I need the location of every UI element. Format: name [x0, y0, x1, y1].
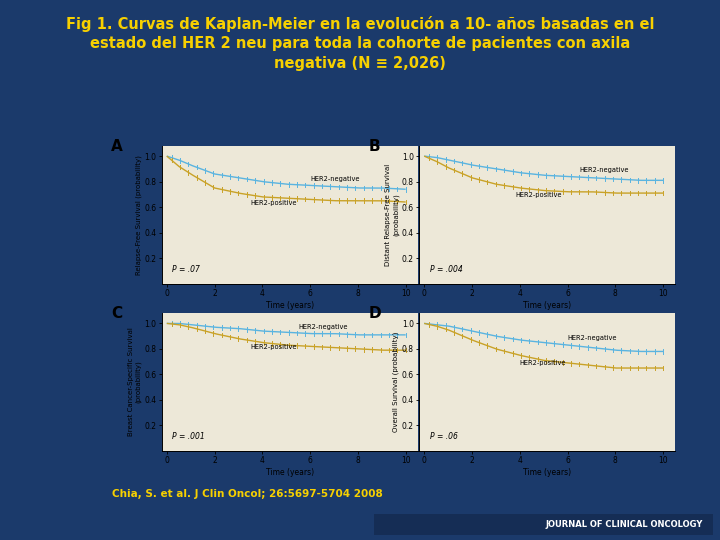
- Text: HER2-positive: HER2-positive: [251, 200, 297, 206]
- Text: Fig 1. Curvas de Kaplan-Meier en la evolución a 10- años basadas en el
estado de: Fig 1. Curvas de Kaplan-Meier en la evol…: [66, 16, 654, 71]
- Text: Chia, S. et al. J Clin Oncol; 26:5697-5704 2008: Chia, S. et al. J Clin Oncol; 26:5697-57…: [112, 489, 382, 499]
- Text: HER2-positive: HER2-positive: [520, 360, 566, 367]
- Text: P = .004: P = .004: [430, 265, 462, 274]
- Text: HER2-positive: HER2-positive: [515, 192, 562, 198]
- Text: HER2-negative: HER2-negative: [298, 325, 348, 330]
- Text: JOURNAL OF CLINICAL ONCOLOGY: JOURNAL OF CLINICAL ONCOLOGY: [545, 520, 703, 529]
- Text: P = .06: P = .06: [430, 432, 457, 441]
- Text: HER2-negative: HER2-negative: [580, 167, 629, 173]
- X-axis label: Time (years): Time (years): [266, 468, 314, 477]
- Y-axis label: Distant Relapse-Free Survival
(probability): Distant Relapse-Free Survival (probabili…: [385, 164, 399, 266]
- X-axis label: Time (years): Time (years): [266, 301, 314, 310]
- Text: P = .001: P = .001: [172, 432, 205, 441]
- Text: HER2-negative: HER2-negative: [310, 176, 359, 181]
- Text: HER2-negative: HER2-negative: [567, 335, 617, 341]
- Y-axis label: Relapse-Free Survival (probability): Relapse-Free Survival (probability): [135, 155, 142, 275]
- Text: P = .07: P = .07: [172, 265, 200, 274]
- Text: D: D: [369, 306, 381, 321]
- Text: HER2-positive: HER2-positive: [251, 345, 297, 350]
- Text: C: C: [111, 306, 122, 321]
- X-axis label: Time (years): Time (years): [523, 468, 571, 477]
- Y-axis label: Breast Cancer-Specific Survival
(probability): Breast Cancer-Specific Survival (probabi…: [128, 328, 142, 436]
- Text: A: A: [111, 139, 122, 154]
- FancyBboxPatch shape: [374, 514, 713, 535]
- X-axis label: Time (years): Time (years): [523, 301, 571, 310]
- Y-axis label: Overall Survival (probability): Overall Survival (probability): [392, 332, 399, 432]
- Text: B: B: [369, 139, 380, 154]
